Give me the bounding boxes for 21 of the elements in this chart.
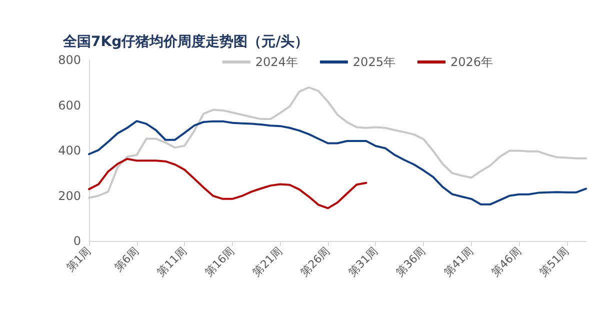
legend-label: 2024年 — [255, 55, 298, 69]
line-series — [88, 86, 587, 199]
x-tick-label: 第41周 — [441, 244, 476, 280]
y-tick-label: 200 — [58, 188, 81, 203]
line-series — [88, 158, 368, 210]
y-tick-label: 400 — [58, 144, 81, 158]
x-tick-label: 第6周 — [112, 244, 142, 274]
y-tick-label: 800 — [58, 53, 81, 67]
chart-title: 全国7Kg仔猪均价周度走势图（元/头） — [62, 33, 309, 50]
x-tick-label: 第26周 — [298, 244, 333, 280]
line-series — [88, 120, 587, 206]
x-tick-label: 第31周 — [346, 244, 380, 280]
x-tick-label: 第36周 — [393, 244, 428, 280]
x-tick-label: 第46周 — [489, 244, 524, 280]
y-tick-label: 600 — [58, 98, 81, 112]
x-tick-label: 第21周 — [250, 244, 285, 280]
x-tick-label: 第16周 — [202, 244, 237, 280]
legend-label: 2026年 — [450, 55, 494, 69]
x-tick-label: 第51周 — [536, 244, 572, 280]
x-tick-label: 第11周 — [154, 244, 190, 280]
legend-label: 2025年 — [352, 55, 396, 69]
